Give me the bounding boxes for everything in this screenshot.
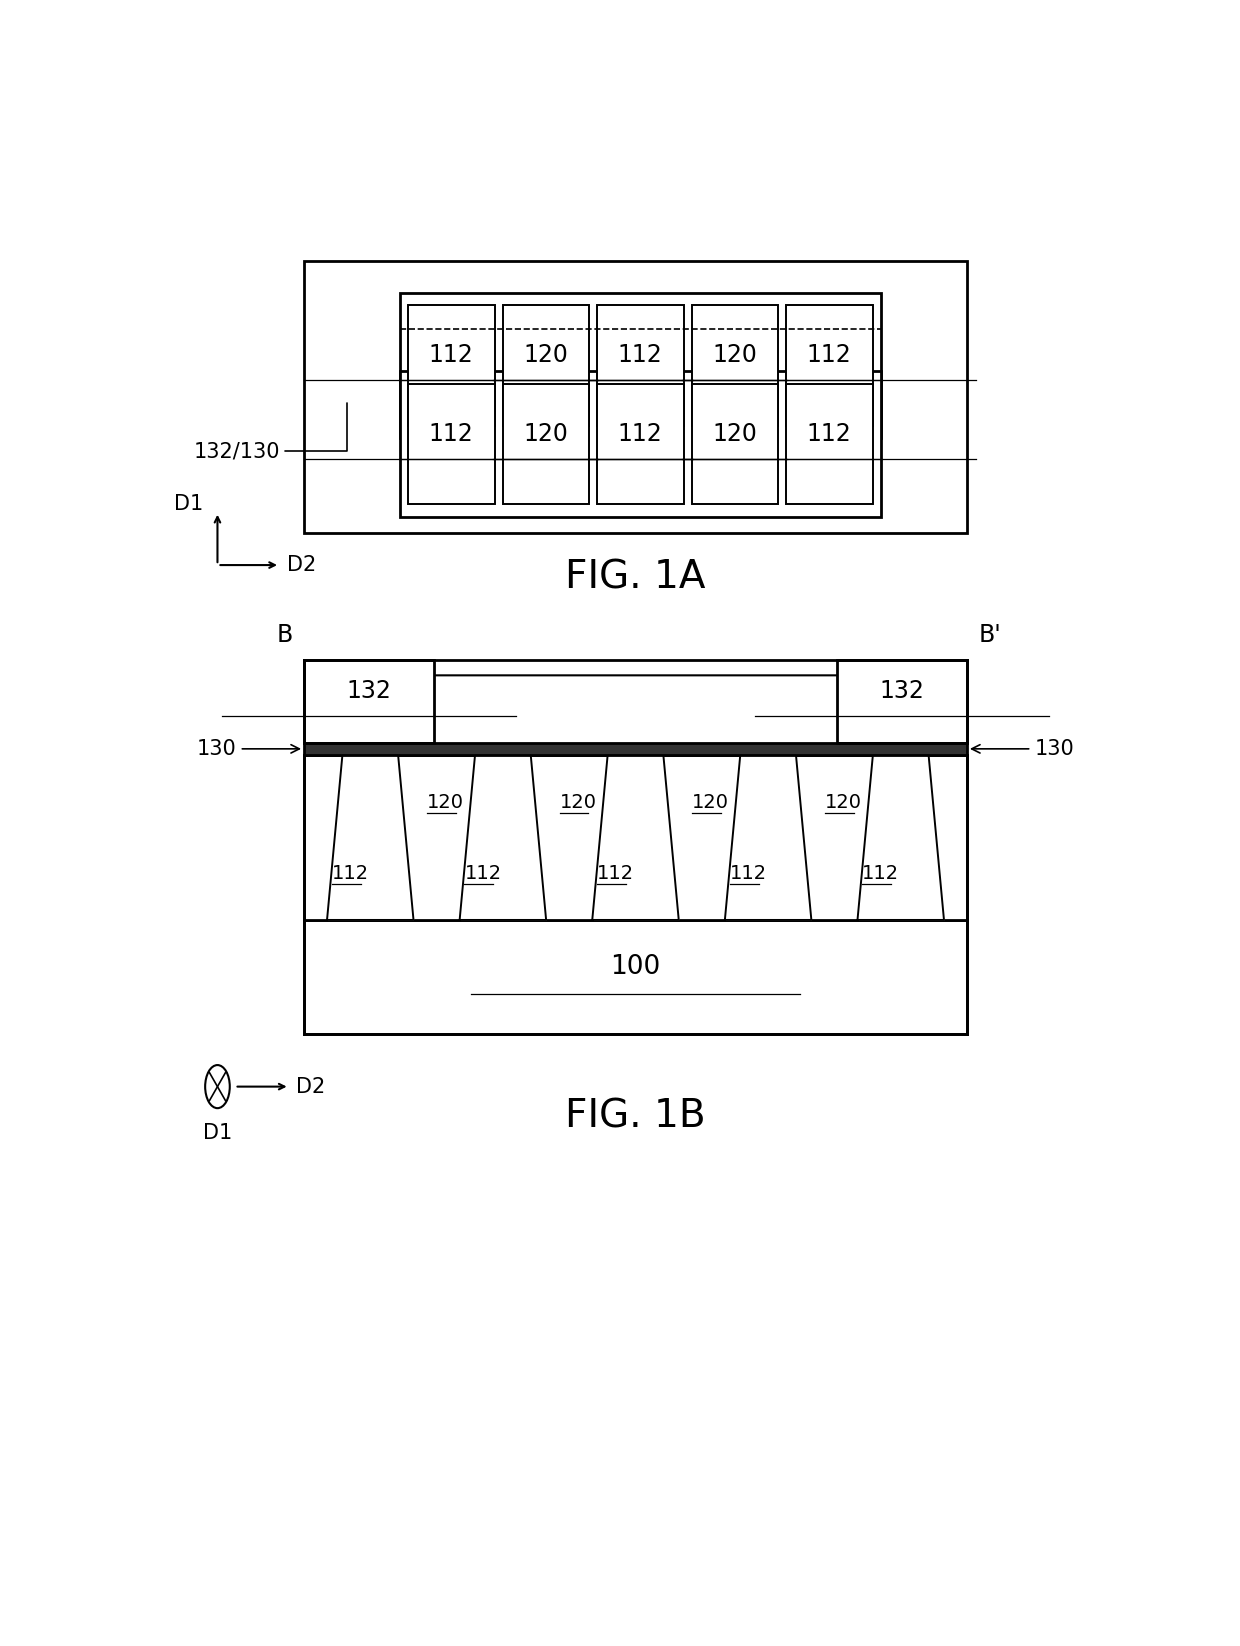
FancyBboxPatch shape: [692, 305, 777, 426]
Text: 112: 112: [465, 864, 501, 882]
FancyBboxPatch shape: [401, 293, 880, 438]
Text: 120: 120: [712, 344, 758, 367]
FancyBboxPatch shape: [408, 384, 495, 504]
Text: 112: 112: [729, 864, 766, 882]
Text: 120: 120: [559, 793, 596, 811]
Text: D2: D2: [286, 555, 316, 574]
Text: 112: 112: [429, 421, 474, 446]
FancyBboxPatch shape: [408, 305, 495, 426]
Text: B': B': [838, 402, 861, 425]
Text: 120: 120: [712, 421, 758, 446]
Text: 130: 130: [972, 739, 1074, 759]
Text: 100: 100: [610, 953, 661, 979]
Text: 132: 132: [879, 680, 925, 703]
FancyBboxPatch shape: [304, 660, 434, 742]
Text: 112: 112: [807, 421, 852, 446]
FancyBboxPatch shape: [786, 384, 873, 504]
FancyBboxPatch shape: [598, 384, 683, 504]
Text: FIG. 1B: FIG. 1B: [565, 1098, 706, 1136]
Text: 120: 120: [825, 793, 862, 811]
Text: B: B: [423, 402, 439, 425]
Text: FIG. 1A: FIG. 1A: [565, 558, 706, 597]
Text: 132: 132: [346, 680, 392, 703]
Polygon shape: [327, 756, 413, 920]
Text: 120: 120: [523, 421, 568, 446]
FancyBboxPatch shape: [401, 370, 880, 517]
FancyBboxPatch shape: [304, 920, 967, 1034]
Text: 112: 112: [618, 421, 662, 446]
Text: B: B: [277, 624, 293, 647]
Text: 112: 112: [807, 344, 852, 367]
FancyBboxPatch shape: [502, 384, 589, 504]
Polygon shape: [725, 756, 811, 920]
FancyBboxPatch shape: [786, 305, 873, 426]
Text: 112: 112: [596, 864, 634, 882]
Text: 120: 120: [692, 793, 729, 811]
FancyBboxPatch shape: [304, 742, 967, 756]
Polygon shape: [460, 756, 546, 920]
FancyBboxPatch shape: [304, 262, 967, 533]
FancyBboxPatch shape: [304, 756, 967, 920]
Polygon shape: [593, 756, 678, 920]
Text: D1: D1: [203, 1123, 232, 1142]
Text: 112: 112: [862, 864, 899, 882]
Text: 112: 112: [332, 864, 370, 882]
FancyBboxPatch shape: [837, 660, 967, 742]
Text: 120: 120: [523, 344, 568, 367]
FancyBboxPatch shape: [692, 384, 777, 504]
Text: 112: 112: [618, 344, 662, 367]
Text: B': B': [978, 624, 1002, 647]
Text: D2: D2: [296, 1076, 326, 1096]
Text: D1: D1: [174, 494, 203, 514]
Text: 132/130: 132/130: [193, 403, 347, 461]
Text: 120: 120: [427, 793, 464, 811]
FancyBboxPatch shape: [502, 305, 589, 426]
Polygon shape: [858, 756, 944, 920]
FancyBboxPatch shape: [598, 305, 683, 426]
Text: 112: 112: [429, 344, 474, 367]
Text: 130: 130: [197, 739, 299, 759]
